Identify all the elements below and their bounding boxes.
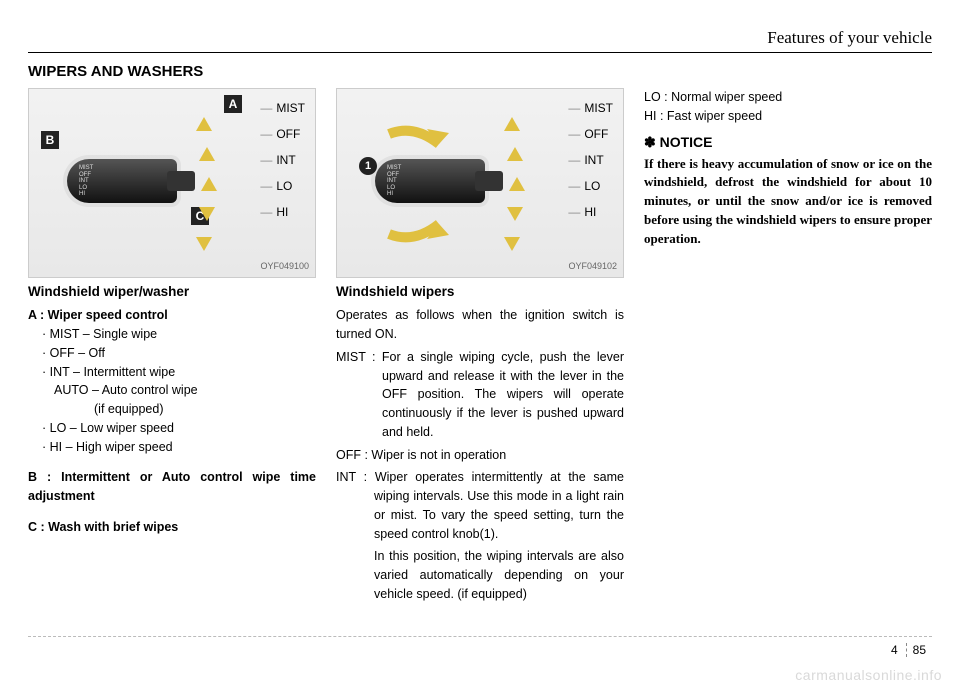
a-sub-equip: (if equipped) (28, 400, 316, 419)
col2-int2: In this position, the wiping intervals a… (336, 547, 624, 603)
footer-dashline (28, 636, 932, 637)
col2-off: OFF : Wiper is not in operation (336, 446, 624, 465)
page-number: 85 (913, 643, 926, 657)
column-3: LO : Normal wiper speed HI : Fast wiper … (644, 88, 932, 608)
col1-subhead: Windshield wiper/washer (28, 282, 316, 302)
notice-body: If there is heavy accumulation of snow o… (644, 155, 932, 249)
col3-lo: LO : Normal wiper speed (644, 88, 932, 107)
label-mist: MIST (260, 99, 305, 117)
a-item-mist: · MIST – Single wipe (28, 325, 316, 344)
tag-c: C (191, 207, 209, 225)
column-2: 1 MIST OFF INT LO HI MIST (336, 88, 624, 608)
mode-labels-2: MIST OFF INT LO HI (568, 99, 613, 221)
label2-lo: LO (568, 177, 613, 195)
a-item-lo: · LO – Low wiper speed (28, 419, 316, 438)
c-label: C : Wash with brief wipes (28, 518, 316, 537)
content-columns: A B C MIST OFF INT LO HI MIST OFF INT LO (28, 88, 932, 608)
col2-int1: INT : Wiper operates intermittently at t… (336, 468, 624, 543)
section-title: WIPERS AND WASHERS (28, 63, 932, 80)
label-off: OFF (260, 125, 305, 143)
page-header: Features of your vehicle (28, 28, 932, 53)
figure-2-code: OYF049102 (568, 260, 617, 274)
lever-markings-2: MIST OFF INT LO HI (387, 165, 401, 198)
mode-labels-1: MIST OFF INT LO HI (260, 99, 305, 221)
col3-hi: HI : Fast wiper speed (644, 107, 932, 126)
figure-2: 1 MIST OFF INT LO HI MIST (336, 88, 624, 278)
label-int: INT (260, 151, 305, 169)
label-lo: LO (260, 177, 305, 195)
notice-heading: ✽ NOTICE (644, 132, 932, 153)
tag-1: 1 (359, 157, 377, 175)
watermark: carmanualsonline.info (795, 667, 942, 683)
manual-page: Features of your vehicle WIPERS AND WASH… (0, 0, 960, 689)
col2-mist: MIST : For a single wiping cycle, push t… (336, 348, 624, 442)
tag-a: A (224, 95, 242, 113)
page-footer: 4 85 (891, 643, 926, 657)
chapter-number: 4 (891, 643, 907, 657)
col2-intro: Operates as follows when the ignition sw… (336, 306, 624, 344)
label2-hi: HI (568, 203, 613, 221)
a-item-int: · INT – Intermittent wipe (28, 363, 316, 382)
label2-mist: MIST (568, 99, 613, 117)
figure-1: A B C MIST OFF INT LO HI MIST OFF INT LO (28, 88, 316, 278)
col2-subhead: Windshield wipers (336, 282, 624, 302)
column-1: A B C MIST OFF INT LO HI MIST OFF INT LO (28, 88, 316, 608)
b-label: B : Intermittent or Auto control wipe ti… (28, 468, 316, 506)
a-sub-auto: AUTO – Auto control wipe (28, 381, 316, 400)
a-item-off: · OFF – Off (28, 344, 316, 363)
figure-1-code: OYF049100 (260, 260, 309, 274)
label2-int: INT (568, 151, 613, 169)
lever-markings: MIST OFF INT LO HI (79, 165, 93, 198)
tag-b: B (41, 131, 59, 149)
label2-off: OFF (568, 125, 613, 143)
a-item-hi: · HI – High wiper speed (28, 438, 316, 457)
label-hi: HI (260, 203, 305, 221)
a-label: A : Wiper speed control (28, 306, 316, 325)
